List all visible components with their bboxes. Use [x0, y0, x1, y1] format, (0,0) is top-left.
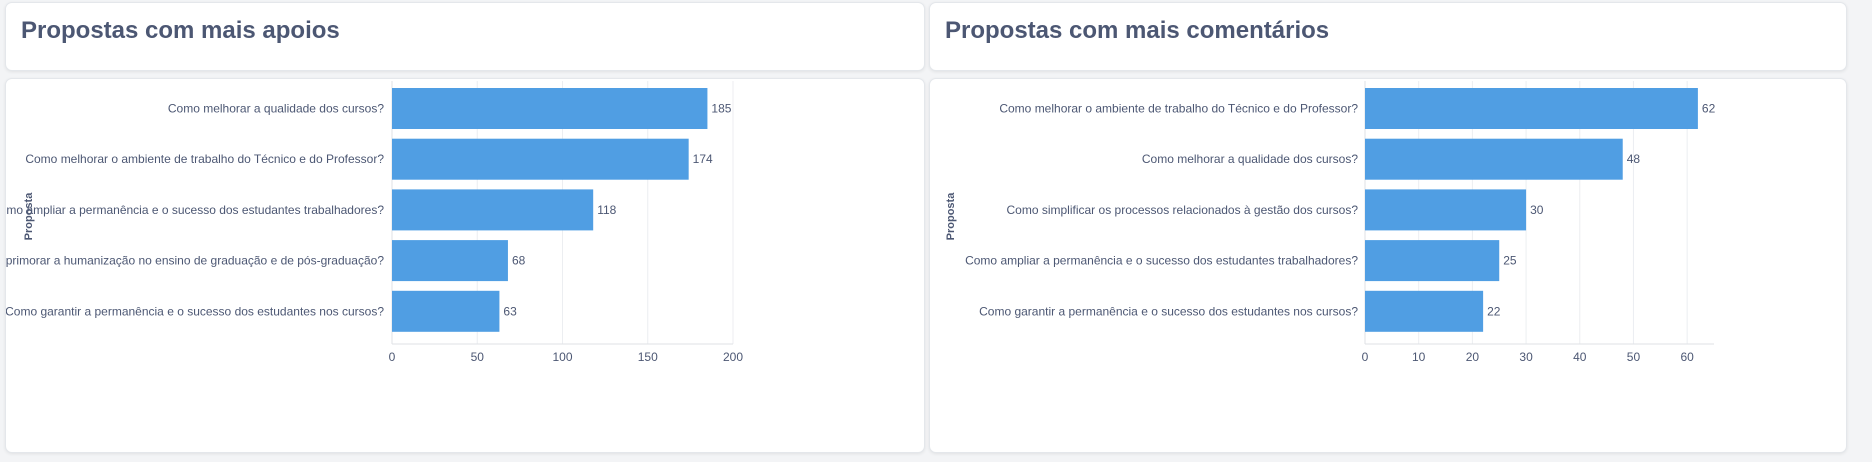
bar[interactable]: [392, 189, 594, 231]
bar[interactable]: [392, 240, 508, 282]
x-tick-label: 0: [1362, 350, 1369, 364]
x-tick-label: 50: [1627, 350, 1641, 364]
category-label: Como melhorar o ambiente de trabalho do …: [25, 152, 384, 166]
x-tick-label: 40: [1573, 350, 1587, 364]
category-label: Como melhorar o ambiente de trabalho do …: [999, 102, 1358, 116]
x-tick-label: 200: [723, 350, 743, 364]
bar[interactable]: [392, 290, 500, 332]
data-label: 25: [1503, 254, 1517, 268]
x-tick-label: 10: [1412, 350, 1426, 364]
x-tick-label: 20: [1466, 350, 1480, 364]
data-label: 22: [1487, 304, 1501, 318]
category-label: Como aprimorar a humanização no ensino d…: [6, 254, 384, 268]
bar[interactable]: [392, 138, 689, 180]
bar-chart-comentarios: 0 10 20 30 40 50 60 Como melhorar o ambiente de…: [945, 81, 1716, 364]
category-label: Como melhorar a qualidade dos cursos?: [168, 102, 384, 116]
category-label: Como garantir a permanência e o sucesso …: [6, 304, 384, 318]
chart-card-comentarios: 0 10 20 30 40 50 60 Como melhorar o ambiente de…: [929, 78, 1847, 453]
category-label: Como ampliar a permanência e o sucesso d…: [965, 254, 1358, 268]
x-tick-label: 50: [471, 350, 485, 364]
category-label: Como garantir a permanência e o sucesso …: [979, 304, 1358, 318]
title-card-apoios: Propostas com mais apoios: [5, 2, 925, 71]
bar[interactable]: [1365, 138, 1623, 180]
x-tick-label: 60: [1680, 350, 1694, 364]
y-axis-title: Proposta: [945, 192, 957, 241]
category-label: Como ampliar a permanência e o sucesso d…: [6, 203, 384, 217]
data-label: 185: [711, 102, 731, 116]
data-label: 30: [1530, 203, 1544, 217]
data-label: 68: [512, 254, 526, 268]
bar[interactable]: [1365, 290, 1484, 332]
x-tick-label: 100: [552, 350, 572, 364]
data-label: 63: [503, 304, 517, 318]
title-card-comentarios: Propostas com mais comentários: [929, 2, 1847, 71]
bar-chart-apoios: 0 50 100 150 200 Como melhorar a qualidade do…: [6, 81, 743, 364]
x-tick-label: 30: [1519, 350, 1533, 364]
data-label: 118: [597, 203, 616, 217]
y-axis-title: Proposta: [23, 192, 35, 241]
bar[interactable]: [1365, 189, 1527, 231]
x-tick-label: 150: [638, 350, 658, 364]
bar[interactable]: [392, 88, 708, 129]
chart-title-comentarios: Propostas com mais comentários: [945, 17, 1330, 44]
data-label: 62: [1702, 102, 1716, 116]
chart-title-apoios: Propostas com mais apoios: [21, 17, 340, 44]
chart-card-apoios: 0 50 100 150 200 Como melhorar a qualidade do…: [5, 78, 925, 453]
bar[interactable]: [1365, 240, 1500, 282]
data-label: 48: [1627, 152, 1641, 166]
x-tick-label: 0: [389, 350, 396, 364]
data-label: 174: [693, 152, 713, 166]
category-label: Como simplificar os processos relacionad…: [1007, 203, 1359, 217]
bar[interactable]: [1365, 88, 1698, 129]
category-label: Como melhorar a qualidade dos cursos?: [1142, 152, 1358, 166]
